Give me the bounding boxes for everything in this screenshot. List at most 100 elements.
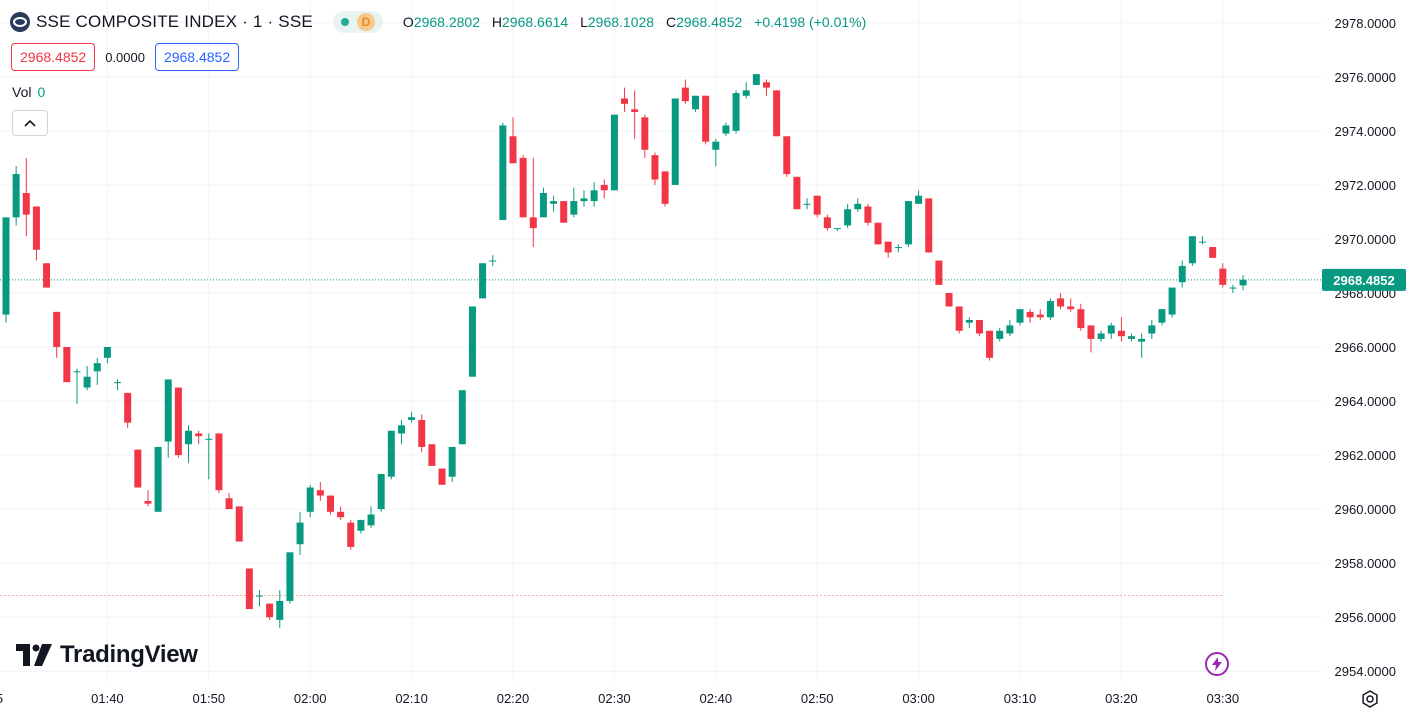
candle — [499, 122, 507, 221]
candle-body — [225, 498, 233, 510]
candle — [326, 495, 334, 515]
y-tick-label: 2958.0000 — [1335, 556, 1396, 571]
candle-body — [1239, 279, 1247, 286]
candle — [1087, 325, 1095, 353]
candle-body — [752, 74, 760, 85]
low-label: L — [580, 14, 588, 30]
y-tick-label: 2972.0000 — [1335, 178, 1396, 193]
candle-body — [499, 125, 507, 221]
candle — [408, 411, 416, 423]
candle — [550, 195, 558, 212]
market-status[interactable]: D — [332, 11, 383, 33]
tradingview-mark-icon — [16, 644, 52, 666]
candle-body — [185, 430, 193, 445]
last-price-value: 2968.4852 — [1333, 273, 1394, 288]
candle-body — [124, 392, 132, 423]
candle-body — [1229, 287, 1237, 289]
candle-body — [1046, 301, 1054, 318]
candle — [43, 263, 51, 288]
candle-body — [93, 363, 101, 372]
candle-body — [286, 552, 294, 601]
candle-body — [377, 473, 385, 510]
candle-body — [215, 433, 223, 491]
candle — [996, 328, 1004, 342]
candle-body — [32, 206, 40, 250]
candle — [387, 430, 395, 480]
candle-body — [773, 90, 781, 137]
candles — [2, 74, 1247, 628]
candle-body — [316, 490, 324, 496]
candle — [63, 347, 71, 383]
buy-button[interactable]: 2968.4852 — [154, 43, 240, 71]
x-tick-label: 03:20 — [1105, 691, 1138, 706]
bolt-icon[interactable] — [1205, 652, 1229, 676]
candle — [1077, 303, 1085, 331]
candle-body — [1097, 333, 1105, 339]
candle — [448, 446, 456, 483]
sell-button[interactable]: 2968.4852 — [11, 43, 96, 71]
candle — [174, 387, 182, 458]
candle-body — [712, 141, 720, 150]
candle-body — [63, 347, 71, 383]
candle — [722, 122, 730, 137]
candle-body — [986, 330, 994, 358]
candle-body — [915, 195, 923, 204]
candle-body — [742, 90, 750, 96]
candle — [397, 419, 405, 445]
candle — [671, 98, 679, 185]
candle-body — [702, 95, 710, 142]
ohlc-values: O2968.2802 H2968.6614 L2968.1028 C2968.4… — [403, 14, 874, 30]
candle-body — [925, 198, 933, 253]
candle-body — [1209, 247, 1217, 258]
candle-body — [1107, 325, 1115, 334]
candle — [2, 217, 10, 323]
candle-body — [590, 190, 598, 202]
candle — [22, 157, 30, 237]
candle-body — [1219, 268, 1227, 285]
candle — [1229, 284, 1237, 293]
tradingview-logo[interactable]: TradingView — [16, 641, 198, 669]
candle — [215, 433, 223, 493]
candle — [1188, 236, 1196, 266]
x-tick-label: 03:30 — [1207, 691, 1240, 706]
open-label: O — [402, 14, 414, 30]
candle-body — [12, 174, 20, 218]
candle — [955, 306, 963, 334]
volume-legend[interactable]: Vol 0 — [12, 84, 45, 100]
candle-body — [823, 217, 831, 229]
candle — [813, 195, 821, 218]
candle — [296, 511, 304, 556]
collapse-legend-button[interactable] — [12, 110, 48, 136]
candle — [651, 152, 659, 185]
gear-icon[interactable] — [1359, 688, 1381, 710]
candle-body — [722, 125, 730, 134]
delayed-badge: D — [356, 13, 375, 31]
candle — [235, 506, 243, 542]
candle — [1036, 309, 1044, 320]
x-tick-label: 02:50 — [801, 691, 834, 706]
spread-value: 0.0000 — [105, 49, 145, 65]
candle-body — [692, 95, 700, 110]
candle-body — [935, 260, 943, 285]
y-tick-label: 2954.0000 — [1335, 664, 1396, 679]
symbol-title[interactable]: SSE COMPOSITE INDEX · 1 · SSE — [36, 12, 313, 31]
symbol-logo-icon[interactable] — [10, 12, 30, 32]
open-value: 2968.2802 — [413, 14, 480, 30]
candle-body — [387, 430, 395, 477]
candle — [1097, 330, 1105, 342]
candle-body — [1138, 338, 1146, 342]
candle-body — [479, 263, 487, 299]
candle-body — [1178, 265, 1186, 283]
candle-body — [955, 306, 963, 331]
candle — [73, 368, 81, 404]
candle-body — [428, 444, 436, 466]
candle — [479, 263, 487, 299]
candle-body — [550, 201, 558, 204]
candle — [935, 260, 943, 285]
candle — [661, 171, 669, 207]
candle-body — [651, 155, 659, 180]
close-value: 2968.4852 — [676, 14, 743, 30]
candle — [225, 492, 233, 510]
candle — [1046, 298, 1054, 320]
